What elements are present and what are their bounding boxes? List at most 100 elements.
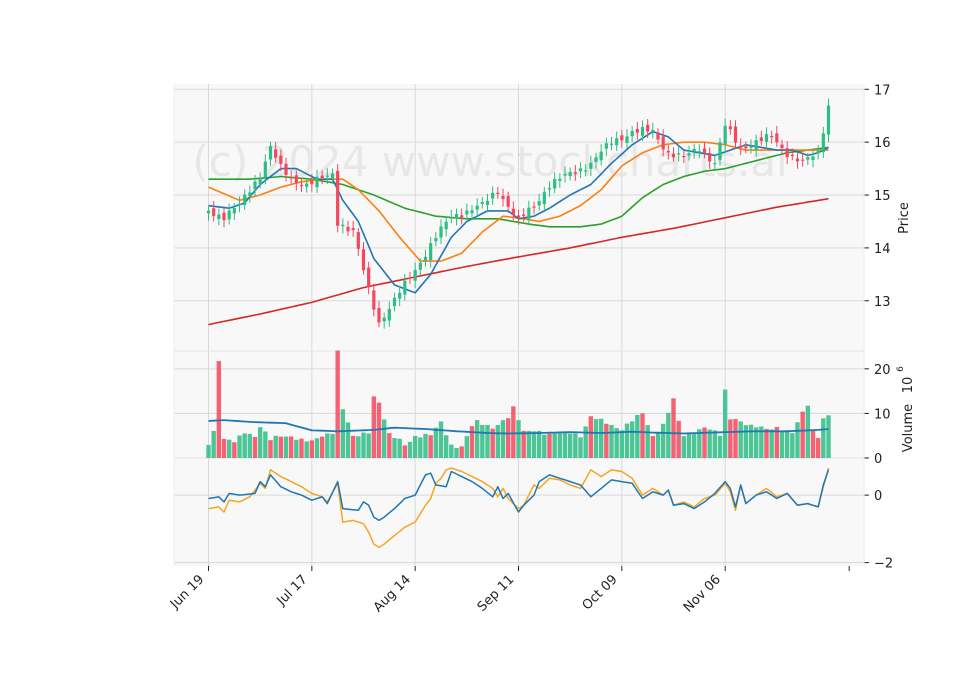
volume-bar — [722, 389, 728, 458]
volume-bar — [753, 427, 759, 458]
price-axis-label: Price — [897, 202, 912, 234]
candle-body — [434, 238, 438, 242]
volume-ma-line — [208, 419, 829, 435]
volume-bar — [299, 438, 304, 458]
volume-bar — [490, 428, 495, 458]
candle-body — [553, 178, 557, 189]
volume-bar — [738, 421, 743, 458]
candle-body — [723, 125, 727, 145]
candle-body — [780, 144, 784, 149]
candle-body — [759, 137, 763, 142]
candle-body — [392, 297, 397, 307]
volume-bar — [361, 432, 366, 458]
oscillator-slow-line — [208, 467, 830, 549]
candle-body — [671, 153, 676, 158]
volume-bar — [325, 433, 330, 458]
candle-body — [423, 256, 428, 261]
volume-bar — [366, 433, 371, 458]
candle-body — [258, 177, 262, 185]
volume-bar — [319, 436, 325, 458]
candle-body — [558, 178, 562, 181]
candle-body — [336, 170, 340, 226]
volume-bar — [443, 435, 449, 458]
candle-body — [620, 135, 624, 141]
volume-bar — [712, 430, 718, 458]
volume-bar — [815, 438, 821, 458]
volume-bar — [449, 444, 454, 458]
volume-bar — [387, 433, 392, 458]
candle-body — [599, 151, 603, 161]
volume-bar — [542, 434, 547, 458]
candle-body — [682, 155, 686, 158]
candle-body — [713, 163, 717, 165]
candle-body — [398, 292, 402, 299]
candle-body — [475, 205, 479, 210]
candle-body — [687, 153, 691, 156]
volume-bar — [769, 429, 774, 458]
volume-moving-average — [208, 419, 829, 435]
candle-body — [532, 206, 536, 208]
candle-body — [418, 262, 422, 270]
candle-body — [749, 146, 753, 148]
volume-bars — [206, 350, 831, 458]
candle-body — [708, 152, 712, 162]
candle-body — [764, 134, 769, 142]
candle-body — [372, 290, 376, 310]
volume-bar — [257, 427, 263, 458]
candle-body — [522, 214, 526, 217]
volume-bar — [330, 433, 335, 458]
volume-bar — [795, 422, 800, 458]
volume-bar — [495, 424, 501, 458]
volume-bar — [402, 445, 408, 458]
volume-bar — [676, 420, 681, 458]
candle-body — [795, 158, 800, 162]
candle-body — [367, 267, 371, 288]
candle-body — [511, 208, 515, 215]
volume-bar — [206, 444, 211, 458]
volume-bar — [774, 426, 780, 458]
candle-body — [584, 170, 588, 172]
candle-body — [785, 148, 789, 158]
volume-bar — [252, 436, 258, 458]
volume-bar — [294, 439, 299, 458]
volume-bar — [505, 418, 511, 458]
candle-body — [754, 140, 758, 150]
candle-body — [284, 163, 288, 175]
volume-bar — [242, 433, 247, 458]
candle-body — [821, 133, 825, 153]
candle-body — [299, 184, 304, 187]
candle-body — [594, 157, 598, 163]
volume-bar — [583, 426, 588, 458]
candle-body — [640, 126, 645, 136]
candle-body — [744, 146, 748, 149]
candle-body — [310, 180, 314, 185]
volume-bar — [511, 406, 516, 458]
candle-body — [268, 146, 273, 160]
candle-body — [449, 217, 453, 219]
candle-body — [274, 149, 278, 158]
volume-bar — [423, 433, 428, 458]
candle-body — [625, 136, 629, 143]
candle-body — [377, 308, 381, 323]
volume-bar — [645, 425, 650, 458]
candle-body — [212, 208, 216, 216]
candlesticks — [206, 98, 831, 329]
oscillator-lines — [208, 467, 830, 549]
candle-body — [387, 308, 391, 321]
volume-bar — [821, 418, 826, 458]
candle-body — [439, 226, 443, 238]
candle-body — [315, 176, 319, 188]
volume-bar — [619, 430, 625, 458]
candle-body — [243, 194, 247, 206]
candle-body — [573, 172, 577, 174]
volume-bar — [314, 438, 320, 458]
volume-bar — [304, 441, 309, 458]
candle-body — [635, 128, 639, 133]
candle-body — [615, 138, 619, 146]
candle-body — [547, 188, 552, 190]
volume-bar — [278, 436, 284, 458]
volume-bar — [392, 437, 397, 458]
volume-bar — [609, 424, 614, 458]
candle-body — [651, 129, 655, 132]
candle-body — [320, 175, 324, 179]
